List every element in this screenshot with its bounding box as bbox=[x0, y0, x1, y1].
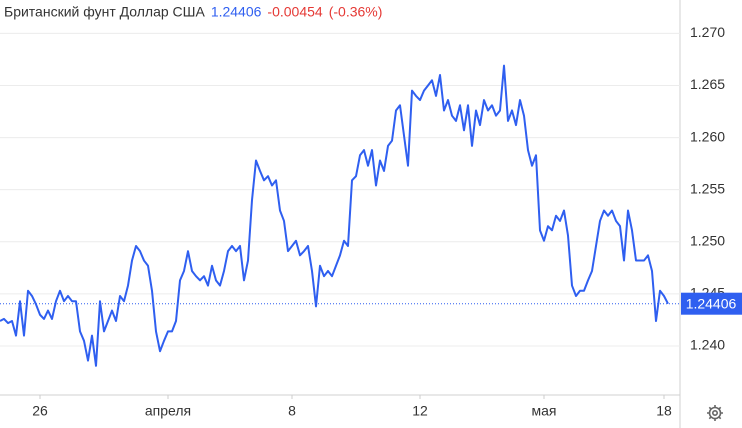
price-line bbox=[0, 64, 669, 367]
y-tick-label: 1.240 bbox=[690, 337, 725, 353]
x-tick-label: апреля bbox=[145, 403, 191, 419]
x-tick-label: 8 bbox=[288, 403, 296, 419]
x-tick-label: мая bbox=[532, 403, 557, 419]
y-tick-label: 1.260 bbox=[690, 128, 725, 144]
y-tick-label: 1.270 bbox=[690, 24, 725, 40]
y-tick-label: 1.255 bbox=[690, 180, 725, 196]
header-change-pct: (-0.36%) bbox=[329, 4, 383, 20]
x-tick-label: 26 bbox=[32, 403, 48, 419]
last-price-label: 1.24406 bbox=[686, 295, 737, 311]
chart-title: Британский фунт Доллар США bbox=[4, 4, 205, 20]
x-tick-label: 12 bbox=[412, 403, 428, 419]
settings-icon[interactable] bbox=[707, 405, 723, 421]
last-price-box bbox=[681, 292, 742, 315]
grid bbox=[0, 32, 680, 347]
header-change: -0.00454 bbox=[267, 4, 322, 20]
x-tick-label: 18 bbox=[656, 403, 672, 419]
y-tick-label: 1.250 bbox=[690, 232, 725, 248]
y-tick-label: 1.265 bbox=[690, 76, 725, 92]
header-price: 1.24406 bbox=[211, 4, 262, 20]
